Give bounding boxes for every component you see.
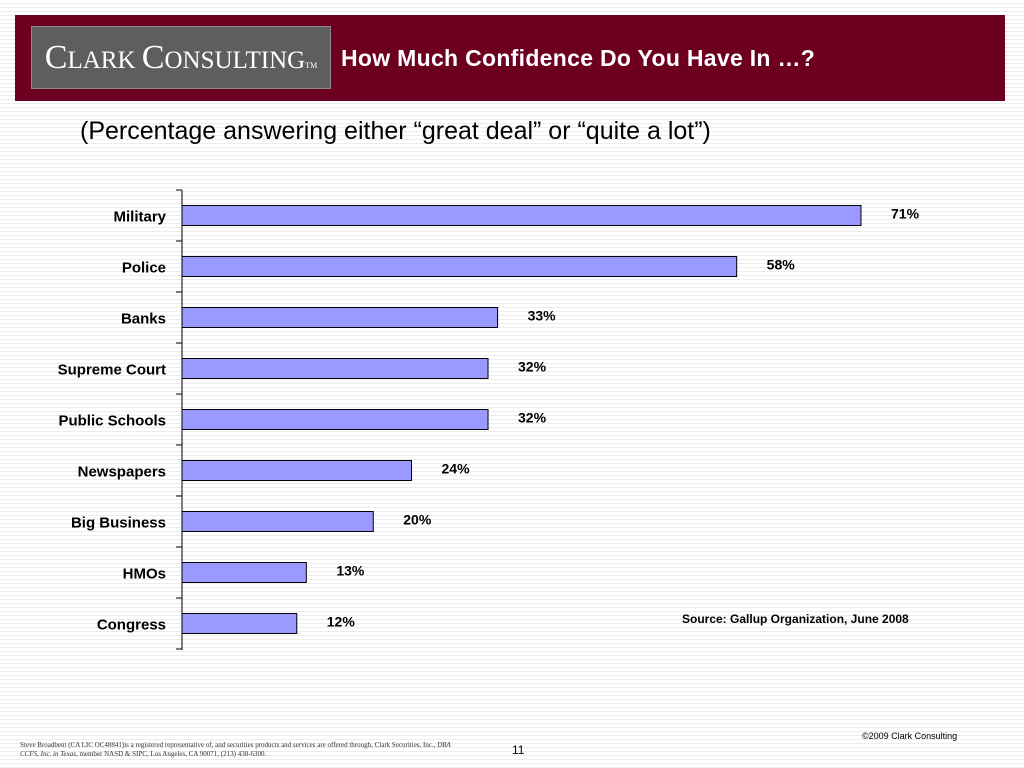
data-label: 33% bbox=[528, 308, 557, 324]
copyright-notice: ©2009 Clark Consulting bbox=[862, 731, 958, 741]
slide-title: How Much Confidence Do You Have In …? bbox=[341, 45, 816, 71]
data-label: 13% bbox=[336, 563, 365, 579]
bar-big-business bbox=[181, 511, 374, 532]
logo-text: CLARK CONSULTINGTM bbox=[44, 38, 318, 76]
source-note: Source: Gallup Organization, June 2008 bbox=[682, 612, 909, 626]
bar-military bbox=[181, 205, 862, 226]
data-label: 20% bbox=[403, 512, 432, 528]
data-label: 32% bbox=[518, 410, 547, 426]
data-label: 12% bbox=[327, 614, 356, 630]
bar-supreme-court bbox=[181, 358, 489, 379]
footer-disclaimer: Steve Broadbent (CA LIC OC48841)is a reg… bbox=[20, 741, 451, 758]
category-label: Military bbox=[113, 209, 166, 226]
bar-police bbox=[181, 256, 738, 277]
data-label: 32% bbox=[518, 359, 547, 375]
category-label: Congress bbox=[97, 617, 166, 634]
page-number: 11 bbox=[512, 743, 525, 757]
data-label: 24% bbox=[442, 461, 471, 477]
category-label: Supreme Court bbox=[58, 362, 166, 379]
category-label: Police bbox=[122, 260, 166, 277]
bar-newspapers bbox=[181, 460, 413, 481]
category-label: Newspapers bbox=[78, 464, 166, 481]
header-banner: CLARK CONSULTINGTM How Much Confidence D… bbox=[15, 15, 1005, 101]
bar-congress bbox=[181, 613, 298, 634]
data-label: 58% bbox=[767, 257, 796, 273]
category-label: Public Schools bbox=[58, 413, 166, 430]
category-label: Big Business bbox=[71, 515, 166, 532]
bar-banks bbox=[181, 307, 499, 328]
category-label: HMOs bbox=[123, 566, 166, 583]
chart-subtitle: (Percentage answering either “great deal… bbox=[80, 117, 711, 145]
bar-hmos bbox=[181, 562, 307, 583]
category-label: Banks bbox=[121, 311, 166, 328]
data-label: 71% bbox=[891, 206, 920, 222]
clark-consulting-logo: CLARK CONSULTINGTM bbox=[31, 26, 331, 89]
bar-public-schools bbox=[181, 409, 489, 430]
